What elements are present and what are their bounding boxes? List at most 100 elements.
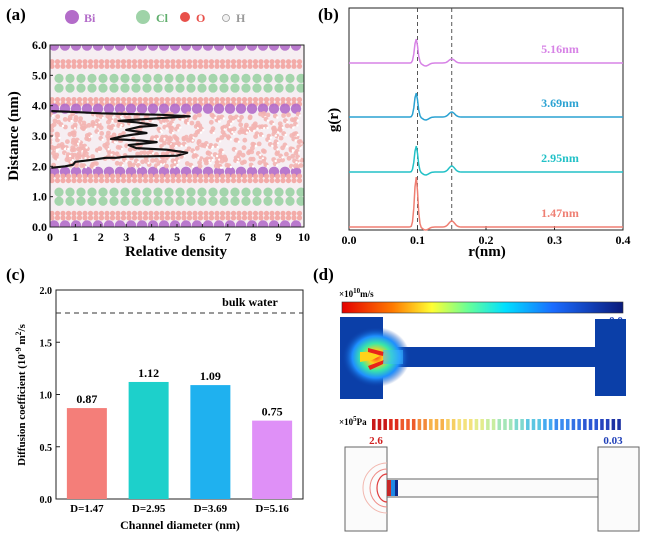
water-hydrogen xyxy=(85,146,88,149)
atom-bi xyxy=(279,220,291,227)
atom-o xyxy=(153,173,160,179)
water-oxygen xyxy=(298,163,304,168)
atom-cl xyxy=(241,73,251,83)
water-hydrogen xyxy=(137,161,140,164)
atom-bi xyxy=(290,45,302,51)
atom-o xyxy=(115,210,121,216)
water-hydrogen xyxy=(101,138,105,141)
atom-o xyxy=(131,173,138,179)
atom-o xyxy=(115,173,121,179)
atom-o xyxy=(60,177,66,184)
y-tick-label: 1.5 xyxy=(40,338,53,349)
water-oxygen xyxy=(194,129,200,135)
atom-cl xyxy=(197,187,207,197)
panel-c-axes: 0.0 0.5 1.0 1.5 2.0 xyxy=(40,286,60,506)
water-oxygen xyxy=(244,122,249,128)
pressure-band xyxy=(372,419,376,430)
water-hydrogen xyxy=(160,163,163,166)
water-oxygen xyxy=(261,158,266,164)
atom-o xyxy=(285,210,292,216)
atom-o xyxy=(236,210,242,216)
atom-cl xyxy=(87,196,97,206)
water-oxygen xyxy=(97,146,103,152)
water-oxygen xyxy=(236,152,242,158)
rdf-series-label: 3.69nm xyxy=(541,96,579,110)
atom-o xyxy=(170,210,176,216)
pressure-right-reservoir xyxy=(597,446,640,532)
atom-o xyxy=(142,210,149,216)
atom-o xyxy=(296,177,303,184)
atom-cl xyxy=(120,187,130,197)
pressure-max-label: 2.6 xyxy=(369,435,383,447)
atom-o xyxy=(263,215,270,221)
water-oxygen xyxy=(50,140,53,145)
atom-o xyxy=(186,59,193,65)
x-tick-label: 0.0 xyxy=(342,233,357,247)
atom-o xyxy=(175,97,182,103)
atom-o xyxy=(219,63,226,69)
atom-o xyxy=(126,59,132,65)
atom-o xyxy=(269,173,275,179)
water-hydrogen xyxy=(274,134,277,137)
atom-cl xyxy=(76,196,86,206)
y-tick-label: 0.5 xyxy=(40,443,53,454)
water-oxygen xyxy=(192,114,198,120)
water-oxygen xyxy=(231,126,237,132)
panel-b-ylabel: g(r) xyxy=(326,108,342,132)
atom-cl xyxy=(252,83,262,93)
water-oxygen xyxy=(181,136,187,142)
bar-value-label: 1.09 xyxy=(200,369,221,383)
water-hydrogen xyxy=(271,144,274,147)
water-hydrogen xyxy=(151,152,155,155)
rdf-series-label: 1.47nm xyxy=(541,206,579,220)
atom-cl xyxy=(87,187,97,197)
water-hydrogen xyxy=(184,144,188,147)
atom-cl xyxy=(175,73,185,83)
water-oxygen xyxy=(142,150,147,156)
atom-o xyxy=(109,63,116,69)
water-hydrogen xyxy=(284,133,287,137)
atom-cl xyxy=(241,83,251,93)
atom-o xyxy=(192,210,198,216)
water-hydrogen xyxy=(77,142,80,145)
bar-D=3.69 xyxy=(190,385,231,499)
pressure-band xyxy=(617,419,621,430)
water-hydrogen xyxy=(68,154,72,158)
atom-bi xyxy=(125,220,137,227)
atom-o xyxy=(252,97,259,103)
atom-o xyxy=(142,97,149,103)
atom-cl xyxy=(98,196,108,206)
atom-o xyxy=(109,97,116,103)
atom-cl xyxy=(54,196,64,206)
water-oxygen xyxy=(94,161,99,167)
atom-o xyxy=(115,215,121,221)
atom-o xyxy=(76,210,83,216)
atom-o xyxy=(258,173,264,179)
atom-o xyxy=(203,63,209,69)
atom-o xyxy=(60,173,66,179)
atom-cl xyxy=(164,187,174,197)
atom-o xyxy=(93,177,99,184)
atom-o xyxy=(120,59,127,65)
atom-bi xyxy=(202,45,214,51)
water-oxygen xyxy=(150,158,155,163)
water-hydrogen xyxy=(276,116,279,119)
water-hydrogen xyxy=(179,126,182,129)
diffusion-bars: 0.87 D=1.47 1.12 D=2.95 1.09 D=3.69 0.75 D=5.16 xyxy=(66,366,293,515)
atom-o xyxy=(148,177,154,184)
pressure-contour-inner xyxy=(376,473,388,503)
water-hydrogen xyxy=(70,160,73,164)
water-oxygen xyxy=(127,160,133,166)
atom-bi xyxy=(147,103,159,114)
atom-o xyxy=(120,63,127,69)
water-oxygen xyxy=(54,131,60,137)
atom-o xyxy=(285,63,292,69)
atom-o xyxy=(115,97,121,103)
water-hydrogen xyxy=(181,118,184,122)
water-hydrogen xyxy=(176,163,179,167)
water-oxygen xyxy=(75,153,80,158)
panel-c-label: (c) xyxy=(6,265,25,284)
atom-o xyxy=(104,210,110,216)
atom-o xyxy=(104,63,110,69)
atom-o xyxy=(247,177,253,184)
